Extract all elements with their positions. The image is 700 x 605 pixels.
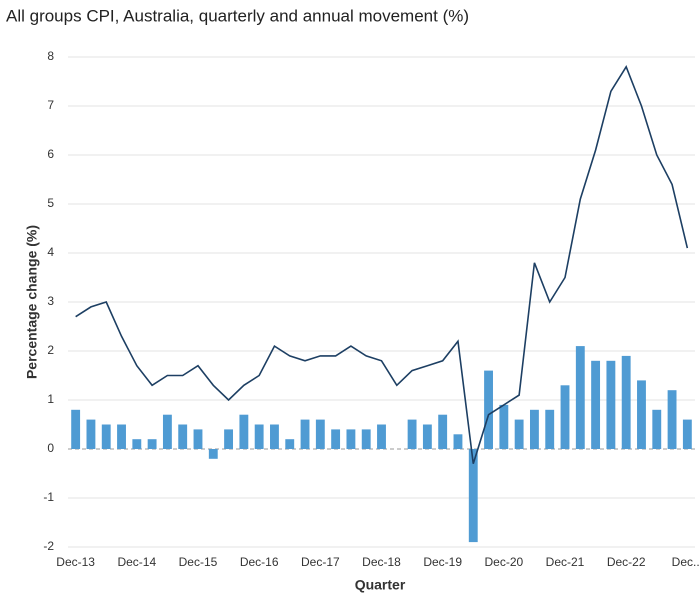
x-tick-label: Dec-16: [240, 555, 279, 569]
bar: [331, 429, 341, 449]
x-tick-label: Dec-14: [117, 555, 156, 569]
y-tick-label: 3: [47, 294, 54, 308]
x-tick-label: Dec-19: [423, 555, 462, 569]
y-tick-label: 4: [47, 245, 54, 259]
y-tick-label: 1: [47, 392, 54, 406]
bar: [591, 360, 601, 449]
bar: [453, 434, 463, 449]
bar: [315, 419, 325, 449]
bar: [468, 449, 478, 543]
bar: [407, 419, 417, 449]
bar: [224, 429, 234, 449]
y-tick-label: 6: [47, 147, 54, 161]
bar: [254, 424, 264, 449]
bar: [346, 429, 356, 449]
x-tick-label: Dec-21: [546, 555, 585, 569]
y-tick-label: 2: [47, 343, 54, 357]
bar: [132, 439, 142, 449]
bar: [178, 424, 188, 449]
bar: [270, 424, 279, 449]
bar: [560, 385, 570, 449]
line: [75, 65, 689, 464]
x-tick-label: Dec-22: [607, 555, 646, 569]
y-tick-label: 7: [47, 98, 54, 112]
y-tick-label: -1: [43, 490, 54, 504]
bar: [285, 439, 295, 449]
bar: [193, 429, 203, 449]
bar: [86, 419, 96, 449]
bar: [438, 414, 448, 449]
bar: [239, 414, 249, 449]
bar: [514, 419, 524, 449]
bar: [71, 409, 81, 449]
bar: [422, 424, 432, 449]
bar: [208, 449, 218, 459]
x-tick-label: Dec...: [672, 555, 700, 569]
x-tick-label: Dec-18: [362, 555, 401, 569]
y-tick-label: 8: [47, 49, 54, 63]
bar: [377, 424, 386, 449]
y-tick-label: -2: [43, 539, 54, 553]
bar: [682, 419, 692, 449]
y-tick-label: 0: [47, 441, 54, 455]
bar: [529, 409, 539, 449]
bar: [667, 390, 677, 449]
chart-title: All groups CPI, Australia, quarterly and…: [6, 6, 469, 25]
bar: [162, 414, 172, 449]
bar: [575, 346, 585, 449]
y-axis-title: Percentage change (%): [24, 225, 40, 379]
bar: [484, 370, 493, 449]
x-tick-label: Dec-17: [301, 555, 340, 569]
bar: [117, 424, 126, 449]
x-tick-label: Dec-20: [484, 555, 523, 569]
bar: [545, 409, 555, 449]
y-tick-label: 5: [47, 196, 54, 210]
bar: [621, 355, 631, 449]
x-tick-label: Dec-13: [56, 555, 95, 569]
bar: [652, 409, 662, 449]
bar: [499, 404, 509, 449]
x-tick-label: Dec-15: [179, 555, 218, 569]
x-axis-title: Quarter: [355, 577, 406, 593]
bar: [637, 380, 646, 449]
bar: [101, 424, 111, 449]
bar: [361, 429, 371, 449]
bar: [606, 360, 616, 449]
bar: [300, 419, 310, 449]
bar: [147, 439, 157, 449]
